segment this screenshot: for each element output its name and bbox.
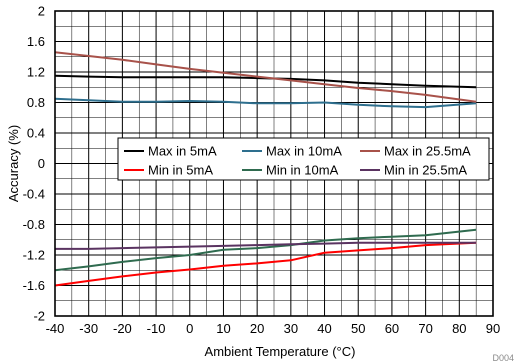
- y-tick-label: 0.4: [27, 126, 45, 141]
- y-tick-label: -0.8: [23, 217, 45, 232]
- series-line: [54, 51, 477, 103]
- plot-frame: [54, 10, 494, 317]
- series-line: [55, 241, 477, 250]
- legend-label: Max in 10mA: [266, 144, 342, 159]
- x-tick-labels: -40 -30 -20 -10 0 10 20 30 40 50 60 70 80 90: [46, 321, 501, 336]
- y-tick-label: -0.4: [23, 187, 45, 202]
- legend-label: Min in 5mA: [148, 163, 213, 178]
- x-tick-label: 50: [351, 321, 365, 336]
- y-tick-label: -1.6: [23, 278, 45, 293]
- legend-label: Max in 5mA: [148, 144, 217, 159]
- x-tick-label: 20: [250, 321, 264, 336]
- y-tick-label: -2: [33, 309, 45, 324]
- y-tick-label: 1.2: [27, 65, 45, 80]
- series-line: [54, 241, 477, 287]
- y-tick-label: 1.6: [27, 34, 45, 49]
- legend-box: [117, 137, 490, 181]
- legend-label: Min in 25.5mA: [384, 163, 467, 178]
- x-axis-title: Ambient Temperature (°C): [205, 344, 356, 359]
- figure-code: D004: [492, 353, 514, 363]
- x-tick-label: -40: [46, 321, 65, 336]
- legend-label: Max in 25.5mA: [384, 144, 471, 159]
- series-line: [54, 74, 477, 89]
- x-tick-label: 10: [216, 321, 230, 336]
- x-tick-label: -30: [79, 321, 98, 336]
- x-tick-label: 80: [452, 321, 466, 336]
- series-line: [54, 228, 477, 272]
- x-tick-label: 90: [486, 321, 500, 336]
- y-tick-labels: -2 -1.6 -1.2 -0.8 -0.4 0 0.4 0.8 1.2 1.6 2: [23, 4, 45, 324]
- y-axis-title: Accuracy (%): [6, 125, 21, 202]
- legend-label: Min in 10mA: [266, 163, 339, 178]
- series-line: [54, 97, 477, 109]
- x-tick-label: 60: [385, 321, 399, 336]
- x-tick-label: 30: [284, 321, 298, 336]
- y-tick-label: 2: [38, 4, 45, 19]
- x-tick-label: -10: [147, 321, 166, 336]
- series-lines: [54, 51, 477, 287]
- x-tick-label: 0: [186, 321, 193, 336]
- y-tick-label: -1.2: [23, 248, 45, 263]
- y-tick-label: 0: [38, 156, 45, 171]
- x-tick-label: -20: [113, 321, 132, 336]
- legend: Max in 5mA Max in 10mA Max in 25.5mA Min in…: [117, 137, 490, 181]
- x-tick-label: 40: [317, 321, 331, 336]
- x-tick-label: 70: [418, 321, 432, 336]
- y-tick-label: 0.8: [27, 95, 45, 110]
